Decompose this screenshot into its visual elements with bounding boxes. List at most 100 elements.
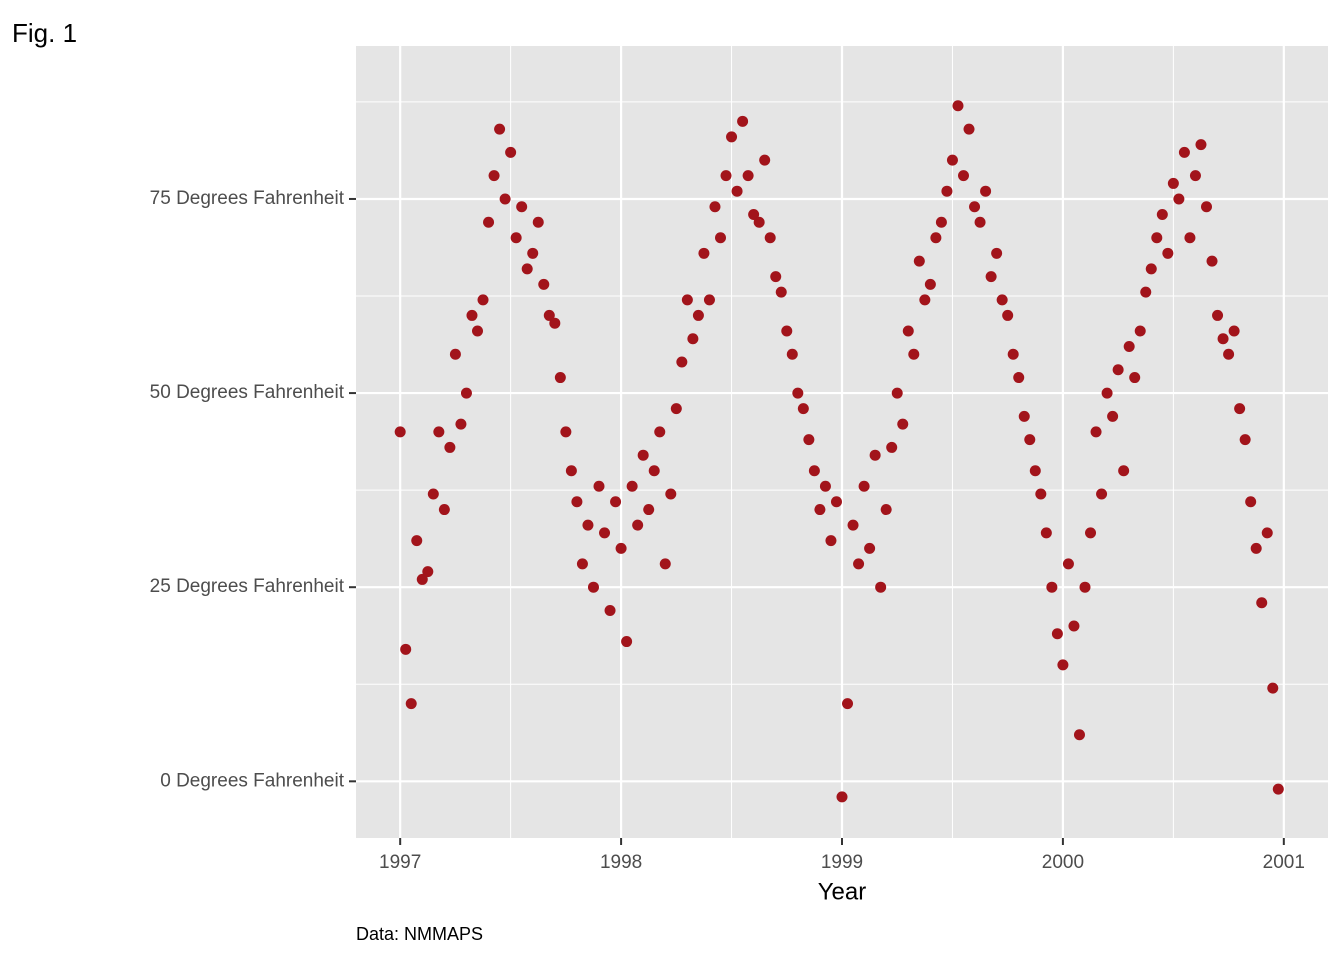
point [847, 519, 859, 531]
point [703, 294, 715, 306]
point [803, 434, 815, 446]
point [604, 604, 616, 616]
point [1234, 403, 1246, 415]
point [626, 480, 638, 492]
point [1029, 465, 1041, 477]
point [891, 387, 903, 399]
point [1007, 348, 1019, 360]
point [1206, 255, 1218, 267]
point [941, 185, 953, 197]
point [472, 325, 483, 337]
point [825, 535, 837, 547]
point [969, 201, 981, 213]
point [549, 317, 561, 329]
point [996, 294, 1008, 306]
point [599, 527, 611, 539]
point [411, 535, 423, 547]
point [924, 278, 936, 290]
point [449, 348, 461, 360]
point [1228, 325, 1240, 337]
point [499, 193, 511, 205]
point [1073, 729, 1085, 741]
point [405, 698, 417, 710]
y-tick-label: 50 Degrees Fahrenheit [150, 382, 345, 403]
point [1013, 372, 1025, 384]
point [1118, 465, 1130, 477]
point [726, 131, 738, 143]
point [1245, 496, 1257, 508]
y-tick-label: 25 Degrees Fahrenheit [150, 576, 345, 597]
point [527, 247, 539, 259]
point [1107, 410, 1119, 422]
point [1040, 527, 1052, 539]
point [1178, 146, 1190, 158]
figure-tag: Fig. 1 [12, 18, 77, 48]
point [819, 480, 831, 492]
point [1184, 232, 1196, 244]
point [1129, 372, 1141, 384]
point [908, 348, 920, 360]
point [842, 698, 854, 710]
point [1212, 309, 1224, 321]
point [1090, 426, 1102, 438]
point [1024, 434, 1036, 446]
point [643, 504, 655, 516]
point [1239, 434, 1251, 446]
point [554, 372, 566, 384]
point [532, 216, 544, 228]
point [935, 216, 947, 228]
point [952, 100, 964, 112]
point [1068, 620, 1080, 632]
point [1035, 488, 1047, 500]
point [670, 403, 682, 415]
point [543, 309, 555, 321]
point [610, 496, 622, 508]
point [1085, 527, 1097, 539]
point [1112, 364, 1124, 376]
point [560, 426, 572, 438]
point [1046, 581, 1058, 593]
point [466, 309, 478, 321]
x-tick-label: 1997 [379, 852, 421, 873]
point [422, 566, 434, 578]
point [1096, 488, 1108, 500]
point [830, 496, 842, 508]
point [654, 426, 666, 438]
point [477, 294, 489, 306]
point [737, 115, 749, 127]
point [427, 488, 439, 500]
point [615, 542, 627, 554]
point [720, 170, 732, 182]
point [698, 247, 710, 259]
point [516, 201, 528, 213]
point [1002, 309, 1014, 321]
point [836, 791, 848, 803]
point [665, 488, 677, 500]
point [808, 465, 820, 477]
point [676, 356, 688, 368]
point [659, 558, 671, 570]
point [1167, 177, 1179, 189]
point [902, 325, 914, 337]
point [632, 519, 644, 531]
point [731, 185, 743, 197]
point [1250, 542, 1262, 554]
point [692, 309, 704, 321]
point [1261, 527, 1273, 539]
point [1151, 232, 1163, 244]
x-tick-label: 1998 [600, 852, 642, 873]
y-tick-label: 0 Degrees Fahrenheit [160, 770, 344, 791]
point [1267, 682, 1279, 694]
point [897, 418, 909, 430]
x-tick-label: 2001 [1263, 852, 1305, 873]
point [681, 294, 693, 306]
point [869, 449, 881, 461]
point [759, 154, 771, 166]
x-axis-title: Year [818, 878, 867, 905]
point [974, 216, 986, 228]
point [742, 170, 754, 182]
point [621, 636, 633, 648]
point [913, 255, 925, 267]
point [880, 504, 892, 516]
